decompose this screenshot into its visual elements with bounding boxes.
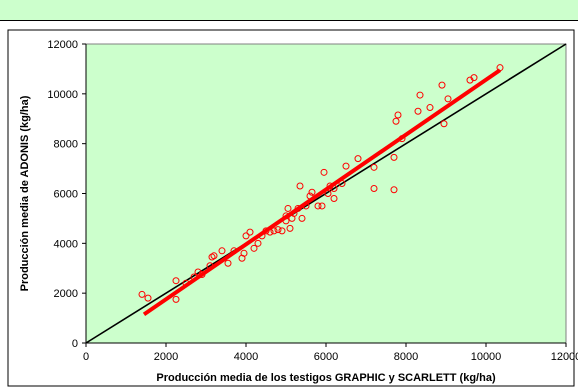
data-point: [190, 273, 198, 281]
data-point: [390, 186, 398, 194]
data-point: [182, 279, 190, 287]
axes-layer: 0 2000 4000 6000 8000 10000 12000 0 2000 4000 6000…: [47, 39, 578, 363]
data-point: [254, 239, 262, 247]
data-point: [230, 247, 238, 255]
data-point: [392, 117, 400, 125]
data-point: [318, 202, 326, 210]
regression-line-layer: [142, 68, 502, 316]
data-point: [262, 227, 270, 235]
data-point: [246, 228, 254, 236]
regression-line: [142, 68, 502, 316]
data-point: [320, 168, 328, 176]
y-tick-label: 2000: [54, 288, 78, 300]
data-point: [144, 294, 152, 302]
data-point: [274, 226, 282, 234]
data-point: [172, 277, 180, 285]
data-point: [298, 214, 306, 222]
data-point: [206, 262, 214, 270]
y-tick-label: 8000: [54, 139, 78, 151]
data-point: [284, 204, 292, 212]
data-point: [330, 194, 338, 202]
data-point: [398, 135, 406, 143]
data-point: [354, 155, 362, 163]
data-point: [330, 185, 338, 193]
data-point: [172, 295, 180, 303]
data-point: [394, 111, 402, 119]
data-point: [218, 247, 226, 255]
data-point: [198, 270, 206, 278]
x-axis-title: Producción media de los testigos GRAPHIC…: [156, 372, 496, 384]
data-point: [302, 202, 310, 210]
data-point: [286, 224, 294, 232]
data-point: [338, 180, 346, 188]
data-point: [308, 188, 316, 196]
data-point: [438, 81, 446, 89]
reference-line-layer: [85, 43, 567, 344]
data-point: [270, 227, 278, 235]
data-point: [370, 185, 378, 193]
data-point: [250, 244, 258, 252]
data-point: [496, 64, 504, 72]
x-tick-label: 2000: [154, 351, 178, 363]
y-tick-label: 12000: [47, 39, 78, 51]
data-point: [294, 204, 302, 212]
data-point: [306, 192, 314, 200]
data-point: [314, 202, 322, 210]
x-tick-label: 8000: [394, 351, 418, 363]
y-tick-label: 10000: [47, 89, 78, 101]
data-point: [390, 153, 398, 161]
data-point: [282, 217, 290, 225]
data-point: [138, 290, 146, 298]
y-tick-label: 0: [72, 338, 78, 350]
data-point: [426, 104, 434, 112]
reference-line: [85, 43, 567, 344]
y-tick-label: 6000: [54, 189, 78, 201]
data-point: [210, 252, 218, 260]
data-point: [266, 228, 274, 236]
data-point: [278, 227, 286, 235]
x-tick-label: 4000: [234, 351, 258, 363]
points-layer: [138, 64, 504, 303]
data-point: [324, 190, 332, 197]
data-point: [258, 232, 266, 240]
top-band: [0, 0, 578, 21]
x-tick-label: 12000: [551, 351, 578, 363]
data-point: [224, 259, 232, 267]
data-point: [440, 120, 448, 128]
data-point: [416, 91, 424, 99]
data-point: [242, 232, 250, 240]
data-point: [240, 249, 248, 257]
data-point: [470, 74, 478, 82]
data-point: [282, 212, 290, 220]
x-tick-label: 6000: [314, 351, 338, 363]
y-tick-label: 4000: [54, 238, 78, 250]
data-point: [290, 209, 298, 217]
x-tick-label: 10000: [471, 351, 502, 363]
data-point: [342, 162, 350, 170]
y-axis-title: Producción media de ADONIS (kg/ha): [19, 95, 31, 291]
x-tick-label: 0: [83, 351, 89, 363]
data-point: [444, 95, 452, 103]
data-point: [370, 163, 378, 171]
data-point: [296, 182, 304, 190]
data-point: [414, 107, 422, 115]
